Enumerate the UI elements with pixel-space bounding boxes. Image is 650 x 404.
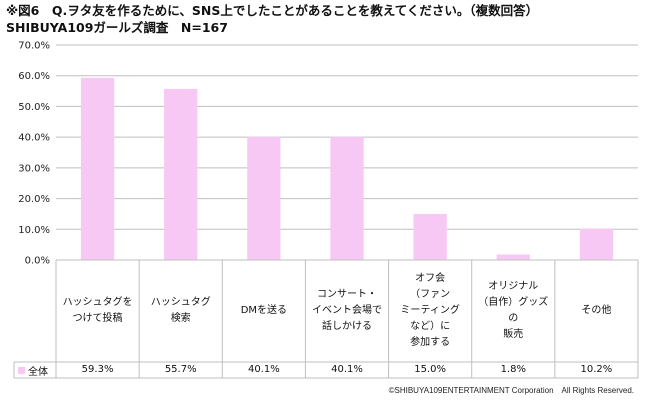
bar [496,254,530,260]
category-label: DMを送る [240,305,288,316]
y-tick-label: 40.0% [18,133,50,144]
category-label: ハッシュタグ 検索 [150,297,211,324]
bar [413,213,447,260]
value-label: 59.3% [81,364,114,375]
bar [579,228,614,260]
y-tick-label: 50.0% [18,102,50,113]
category-label: ハッシュタグを つけて投稿 [62,297,133,324]
bar [247,136,281,260]
category-label: オリジナル （自作）グッズ の 販売 [478,281,549,340]
y-tick-label: 60.0% [18,71,50,82]
chart-title: ※図6 Q.ヲタ友を作るために、SNS上でしたことがあることを教えてください。（… [6,2,646,36]
value-label: 40.1% [247,364,280,375]
bar [330,136,364,260]
y-tick-label: 70.0% [18,41,50,52]
y-tick-label: 10.0% [18,225,50,236]
legend-swatch [18,366,25,374]
y-tick-label: 0.0% [25,256,50,267]
category-label: その他 [581,305,612,316]
category-label: オフ会 （ファン ミーティング など）に 参加する [400,273,460,348]
y-tick-label: 20.0% [18,194,50,205]
legend-label: 全体 [28,366,48,378]
copyright: ©SHIBUYA109ENTERTAINMENT Corporation All… [388,386,634,395]
value-label: 40.1% [331,364,363,375]
value-label: 55.7% [164,364,197,375]
value-label: 10.2% [580,364,613,375]
category-label: コンサート・ イベント会場で 話しかける [311,289,382,332]
chart-title-line1: ※図6 Q.ヲタ友を作るために、SNS上でしたことがあることを教えてください。（… [6,3,539,18]
legend: 全体 [18,362,48,378]
chart-title-line2: SHIBUYA109ガールズ調査 N=167 [6,20,228,35]
y-tick-label: 30.0% [18,163,50,174]
bar [164,88,198,261]
value-label: 1.8% [500,364,526,375]
value-label: 15.0% [414,364,447,375]
bar [80,77,115,260]
